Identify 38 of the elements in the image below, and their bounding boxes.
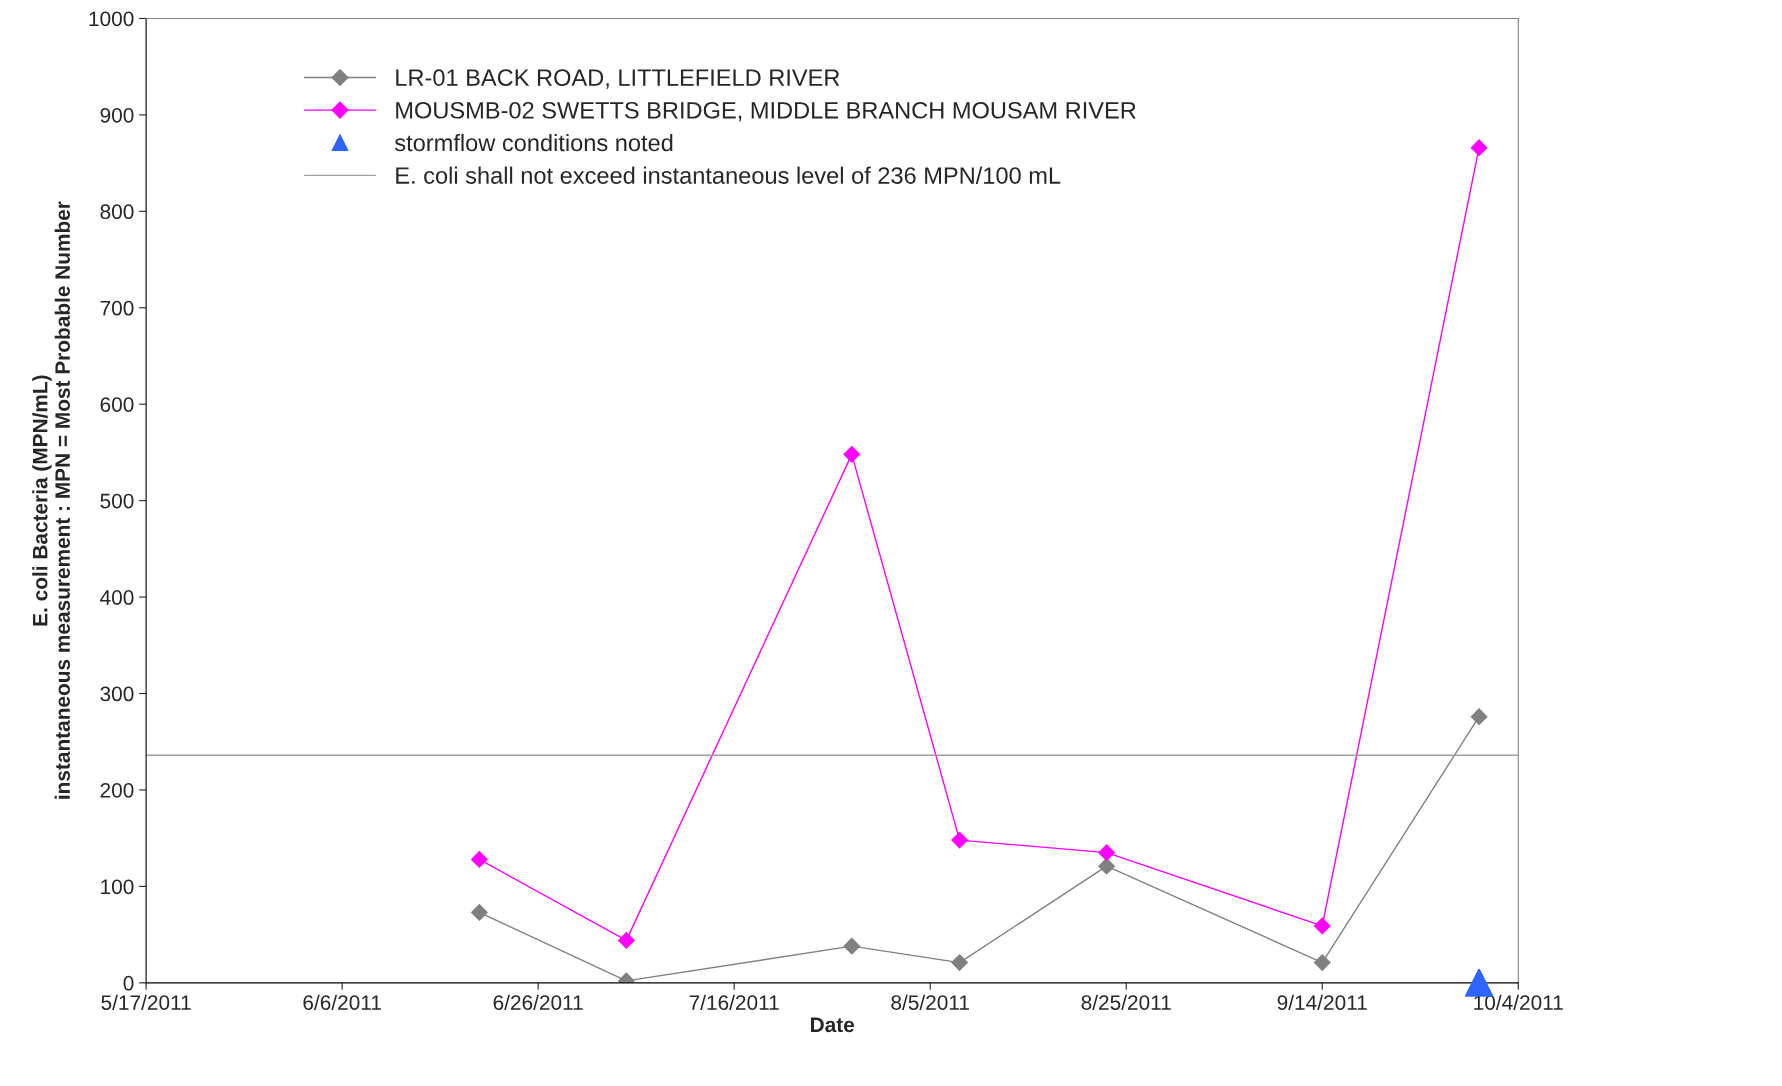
point — [470, 904, 488, 921]
y-tick-label: 800 — [100, 204, 134, 220]
y-tick-label: 900 — [100, 107, 134, 123]
point — [843, 937, 861, 955]
x-tick-label: 6/26/2011 — [493, 994, 583, 1010]
point — [951, 831, 968, 849]
point — [1098, 857, 1115, 875]
legend-label: stormflow conditions noted — [394, 133, 673, 152]
y-tick-label: 400 — [100, 590, 134, 605]
y-tick-label: 600 — [100, 397, 134, 412]
x-tick-label: 9/14/2011 — [1277, 994, 1367, 1010]
x-tick-label: 8/25/2011 — [1081, 994, 1171, 1010]
legend-label: E. coli shall not exceed instantaneous level of 236 MPN/100 mL — [396, 166, 1061, 184]
y-tick-label: 500 — [100, 493, 134, 509]
legend-label: MOUSMB-02 SWETTS BRIDGE, MIDDLE BRANCH MOUSAM RIVER — [396, 101, 1136, 122]
point — [470, 851, 488, 868]
point — [1313, 917, 1331, 935]
point — [618, 932, 635, 949]
x-tick-label: 7/16/2011 — [689, 994, 779, 1010]
point — [951, 954, 968, 971]
x-tick-label: 8/5/2011 — [891, 994, 969, 1010]
x-axis-title: Date — [811, 1017, 855, 1033]
point — [1313, 954, 1331, 971]
y-tick-label: 1000 — [89, 11, 134, 27]
y-tick-label: 700 — [100, 300, 134, 316]
x-tick-label: 5/17/2011 — [101, 994, 191, 1010]
y-tick-label: 0 — [123, 975, 134, 991]
point — [843, 445, 861, 463]
x-tick-label: 10/4/2011 — [1474, 994, 1563, 1010]
point — [1470, 708, 1488, 726]
point — [1098, 844, 1115, 862]
y-tick-label: 200 — [100, 782, 134, 798]
y-tick-label: 100 — [101, 879, 134, 895]
x-tick-label: 6/6/2011 — [303, 994, 381, 1010]
y-tick-label: 300 — [100, 686, 134, 702]
point — [1470, 139, 1488, 157]
y-axis-title: E. coli Bacteria (MPN/mL) instantaneous measurement : MPN = Most Probable Number — [32, 201, 70, 799]
legend-label: LR-01 BACK ROAD, LITTLEFIELD RIVER — [396, 69, 840, 89]
